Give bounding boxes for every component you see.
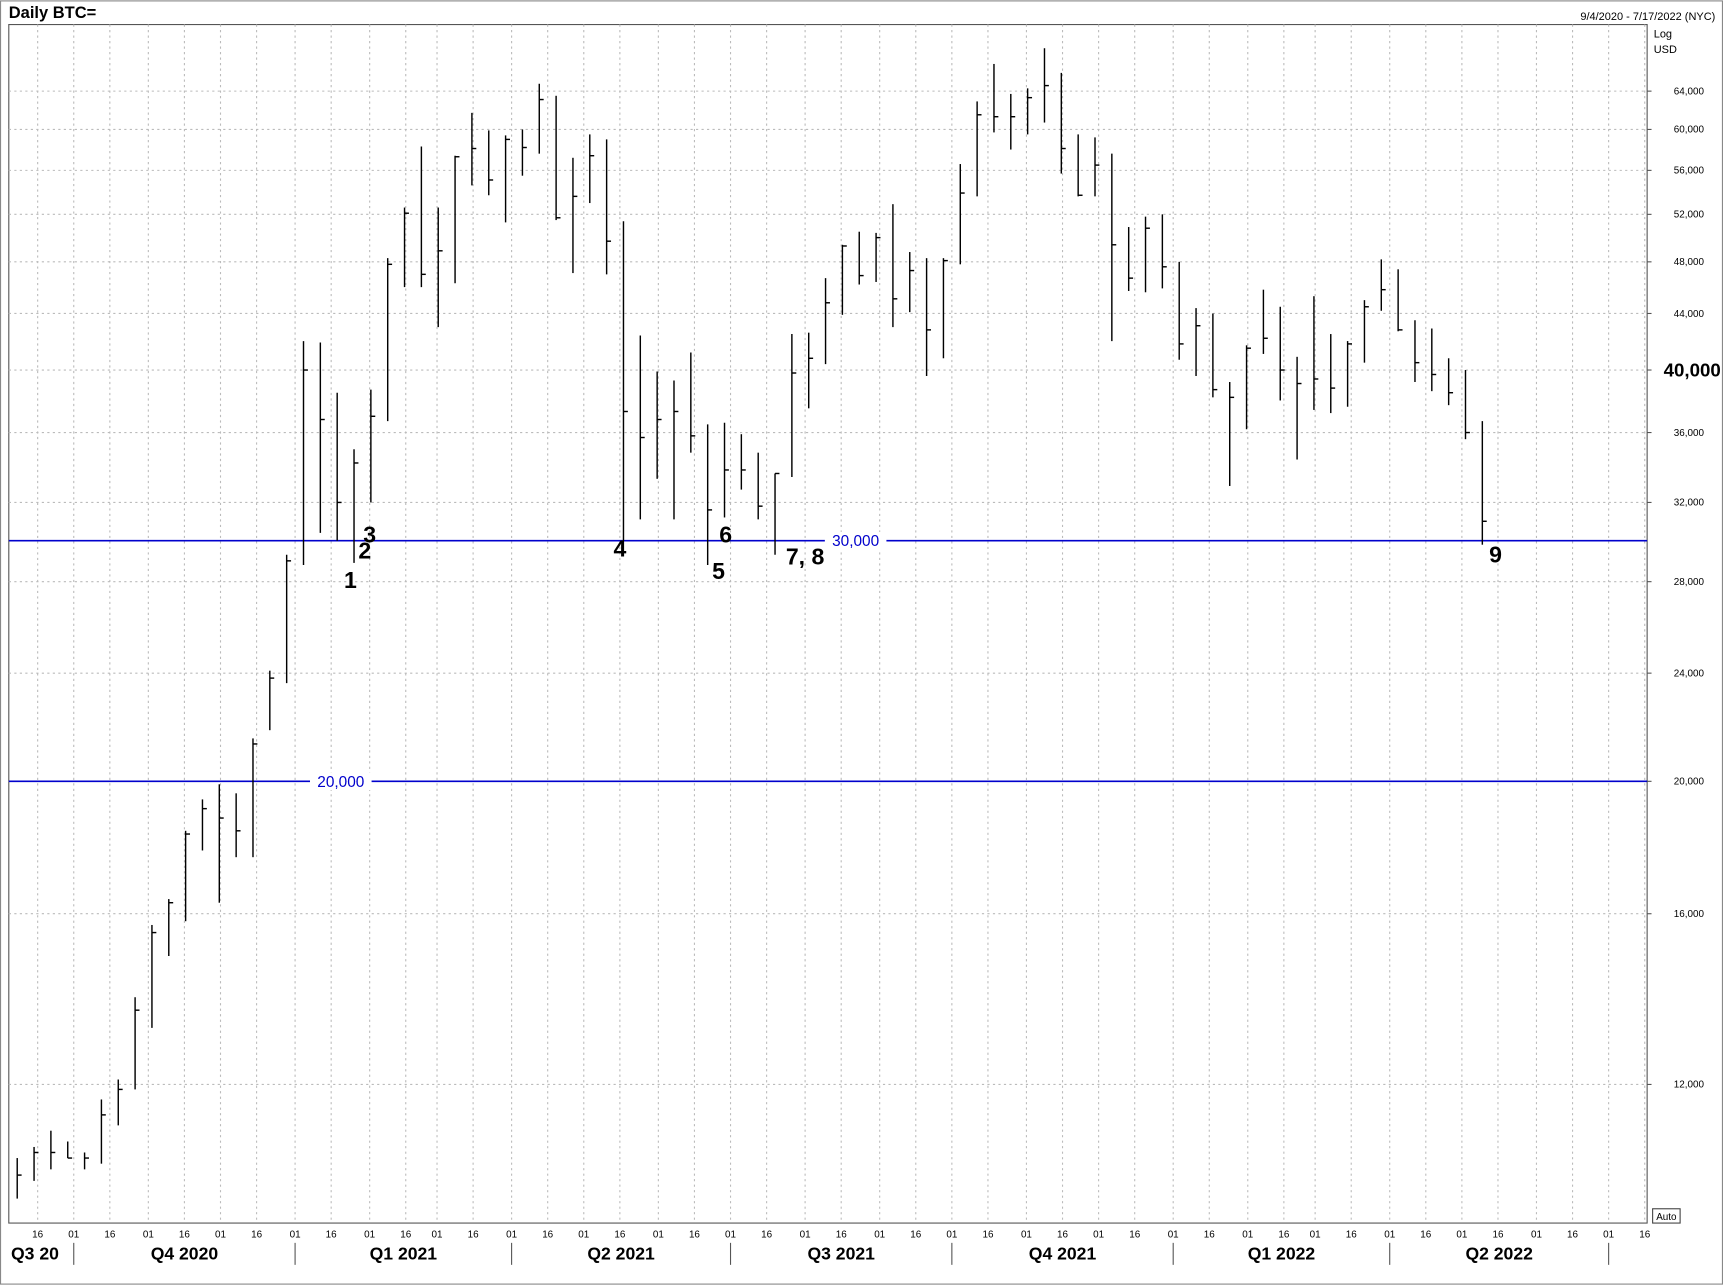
x-tick-label: 16	[1492, 1229, 1503, 1240]
x-tick-label: 01	[364, 1229, 375, 1240]
quarter-label: Q3 2021	[807, 1243, 875, 1263]
y-tick-label: 28,000	[1674, 577, 1705, 588]
reference-label-bg	[310, 772, 372, 791]
annotation: 6	[719, 522, 732, 548]
x-tick-label: 16	[400, 1229, 411, 1240]
x-tick-label: 01	[143, 1229, 154, 1240]
x-tick-label: 16	[32, 1229, 43, 1240]
x-tick-label: 01	[874, 1229, 885, 1240]
annotation: 3	[363, 522, 376, 548]
x-tick-label: 16	[910, 1229, 921, 1240]
reference-label: 20,000	[317, 774, 364, 791]
annotation: 5	[712, 558, 725, 584]
x-tick-label: 16	[1639, 1229, 1650, 1240]
reference-label-bg	[824, 531, 887, 550]
x-tick-label: 16	[326, 1229, 337, 1240]
y-tick-label: 32,000	[1674, 498, 1705, 509]
quarter-label: Q2 2021	[587, 1243, 655, 1263]
y-tick-label: 36,000	[1674, 428, 1705, 439]
x-tick-label: 01	[1310, 1229, 1321, 1240]
y-tick-label: 64,000	[1674, 86, 1705, 97]
y-tick-label: 48,000	[1674, 257, 1705, 268]
x-tick-label: 16	[761, 1229, 772, 1240]
y-tick-label: 16,000	[1674, 909, 1705, 920]
x-tick-label: 16	[104, 1229, 115, 1240]
x-tick-label: 01	[653, 1229, 664, 1240]
scale-label: Log	[1654, 29, 1672, 41]
annotation: 2	[358, 537, 371, 563]
y-tick-label: 44,000	[1674, 309, 1705, 320]
reference-label: 30,000	[832, 533, 879, 550]
x-tick-label: 16	[1204, 1229, 1215, 1240]
quarter-label: Q1 2021	[370, 1243, 438, 1263]
x-tick-label: 01	[1456, 1229, 1467, 1240]
quarter-label: Q2 2022	[1465, 1243, 1533, 1263]
x-tick-label: 01	[946, 1229, 957, 1240]
x-tick-label: 16	[1420, 1229, 1431, 1240]
x-tick-label: 01	[1093, 1229, 1104, 1240]
x-tick-label: 01	[1384, 1229, 1395, 1240]
y-tick-label: 56,000	[1674, 166, 1705, 177]
y-tick-label: 20,000	[1674, 777, 1705, 788]
highlight-tick-label: 40,000	[1664, 360, 1721, 381]
annotation: 7, 8	[786, 543, 825, 569]
quarter-label: Q1 2022	[1248, 1243, 1316, 1263]
x-tick-label: 01	[1531, 1229, 1542, 1240]
x-tick-label: 16	[836, 1229, 847, 1240]
y-tick-label: 12,000	[1674, 1080, 1705, 1091]
x-tick-label: 16	[1129, 1229, 1140, 1240]
quarter-label: Q4 2020	[151, 1243, 219, 1263]
quarter-label: Q3 20	[11, 1243, 59, 1263]
x-tick-label: 16	[1567, 1229, 1578, 1240]
y-tick-label: 52,000	[1674, 210, 1705, 221]
x-tick-label: 16	[614, 1229, 625, 1240]
x-tick-label: 01	[725, 1229, 736, 1240]
x-tick-label: 16	[1057, 1229, 1068, 1240]
x-tick-label: 01	[1021, 1229, 1032, 1240]
x-tick-label: 16	[1278, 1229, 1289, 1240]
unit-label: USD	[1654, 44, 1677, 56]
x-tick-label: 01	[506, 1229, 517, 1240]
x-tick-label: 01	[1168, 1229, 1179, 1240]
x-tick-label: 16	[251, 1229, 262, 1240]
x-tick-label: 16	[468, 1229, 479, 1240]
y-tick-label: 24,000	[1674, 668, 1705, 679]
x-tick-label: 01	[290, 1229, 301, 1240]
x-tick-label: 16	[982, 1229, 993, 1240]
date-range: 9/4/2020 - 7/17/2022 (NYC)	[1580, 11, 1715, 23]
annotation: 9	[1489, 541, 1502, 567]
x-tick-label: 01	[215, 1229, 226, 1240]
annotation: 1	[344, 567, 357, 593]
x-tick-label: 01	[1603, 1229, 1614, 1240]
x-tick-label: 01	[800, 1229, 811, 1240]
x-tick-label: 01	[1242, 1229, 1253, 1240]
chart-title: Daily BTC=	[9, 4, 97, 22]
plot-area	[8, 24, 1648, 1224]
x-tick-label: 01	[432, 1229, 443, 1240]
annotation: 4	[613, 535, 626, 561]
auto-label[interactable]: Auto	[1656, 1212, 1677, 1223]
auto-box[interactable]	[1652, 1208, 1681, 1224]
x-tick-label: 01	[68, 1229, 79, 1240]
quarter-label: Q4 2021	[1029, 1243, 1097, 1263]
x-tick-label: 16	[1346, 1229, 1357, 1240]
y-tick-label: 60,000	[1674, 125, 1705, 136]
x-tick-label: 16	[179, 1229, 190, 1240]
x-tick-label: 16	[542, 1229, 553, 1240]
x-tick-label: 16	[689, 1229, 700, 1240]
x-tick-label: 01	[578, 1229, 589, 1240]
